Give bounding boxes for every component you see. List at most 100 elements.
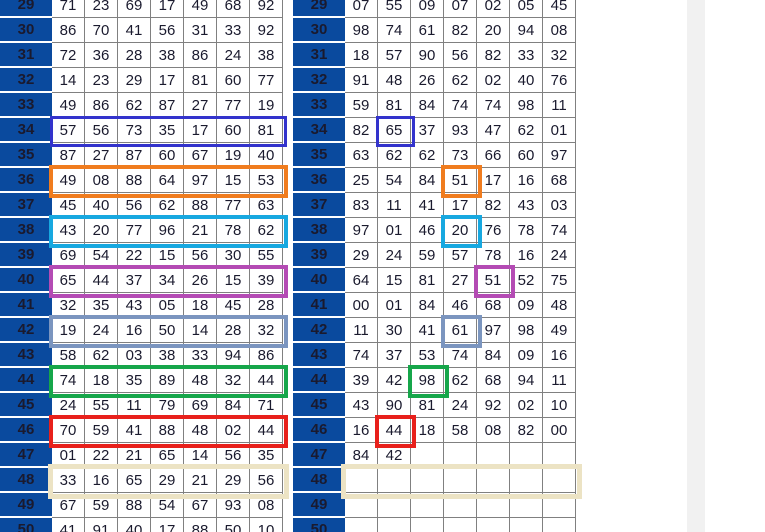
- data-cell-39-2[interactable]: 24: [378, 243, 411, 268]
- data-cell-47-3[interactable]: 21: [118, 443, 151, 468]
- table-row[interactable]: 30 86 70 41 56 31 33 92: [0, 18, 283, 43]
- table-row[interactable]: 33 59 81 84 74 74 98 11: [293, 93, 576, 118]
- data-cell-38-3[interactable]: 46: [411, 218, 444, 243]
- data-cell-46-4[interactable]: 58: [444, 418, 477, 443]
- sum-cell-47-7[interactable]: 35: [250, 443, 283, 468]
- data-cell-40-6[interactable]: 15: [217, 268, 250, 293]
- data-cell-41-1[interactable]: 00: [345, 293, 378, 318]
- sum-cell-39-7[interactable]: 24: [543, 243, 576, 268]
- row-header-44[interactable]: 44: [0, 368, 52, 393]
- data-cell-32-2[interactable]: 23: [85, 68, 118, 93]
- table-row[interactable]: 37 83 11 41 17 82 43 03: [293, 193, 576, 218]
- row-header-41[interactable]: 41: [0, 293, 52, 318]
- data-cell-42-1[interactable]: 19: [52, 318, 85, 343]
- data-cell-47-2[interactable]: 22: [85, 443, 118, 468]
- data-cell-43-6[interactable]: 09: [510, 343, 543, 368]
- data-cell-39-5[interactable]: 56: [184, 243, 217, 268]
- data-cell-43-5[interactable]: 33: [184, 343, 217, 368]
- data-cell-50-1[interactable]: 41: [52, 518, 85, 532]
- table-row[interactable]: 46 16 44 18 58 08 82 00: [293, 418, 576, 443]
- sum-cell-36-7[interactable]: 68: [543, 168, 576, 193]
- data-cell-37-6[interactable]: 43: [510, 193, 543, 218]
- data-cell-46-5[interactable]: 08: [477, 418, 510, 443]
- table-row[interactable]: 37 45 40 56 62 88 77 63: [0, 193, 283, 218]
- data-cell-36-4[interactable]: 51: [444, 168, 477, 193]
- data-cell-50-2[interactable]: 91: [85, 518, 118, 532]
- data-cell-29-6[interactable]: 05: [510, 0, 543, 18]
- data-cell-36-2[interactable]: 54: [378, 168, 411, 193]
- data-cell-32-5[interactable]: 02: [477, 68, 510, 93]
- data-cell-42-4[interactable]: 50: [151, 318, 184, 343]
- data-cell-32-1[interactable]: 91: [345, 68, 378, 93]
- data-cell-49-4[interactable]: 54: [151, 493, 184, 518]
- data-cell-45-5[interactable]: 69: [184, 393, 217, 418]
- data-cell-33-5[interactable]: 27: [184, 93, 217, 118]
- data-cell-44-4[interactable]: 89: [151, 368, 184, 393]
- data-cell-39-3[interactable]: 59: [411, 243, 444, 268]
- data-cell-38-2[interactable]: 01: [378, 218, 411, 243]
- data-cell-40-6[interactable]: 52: [510, 268, 543, 293]
- row-header-47[interactable]: 47: [293, 443, 345, 468]
- data-cell-49-6[interactable]: [510, 493, 543, 518]
- data-cell-41-6[interactable]: 45: [217, 293, 250, 318]
- data-cell-45-5[interactable]: 92: [477, 393, 510, 418]
- sum-cell-29-7[interactable]: 45: [543, 0, 576, 18]
- table-row[interactable]: 45 43 90 81 24 92 02 10: [293, 393, 576, 418]
- table-row[interactable]: 42 11 30 41 61 97 98 49: [293, 318, 576, 343]
- table-row[interactable]: 38 43 20 77 96 21 78 62: [0, 218, 283, 243]
- table-row[interactable]: 33 49 86 62 87 27 77 19: [0, 93, 283, 118]
- table-row[interactable]: 35 87 27 87 60 67 19 40: [0, 143, 283, 168]
- row-header-29[interactable]: 29: [293, 0, 345, 18]
- data-cell-29-5[interactable]: 49: [184, 0, 217, 18]
- data-cell-45-6[interactable]: 02: [510, 393, 543, 418]
- sum-cell-43-7[interactable]: 16: [543, 343, 576, 368]
- data-cell-45-2[interactable]: 55: [85, 393, 118, 418]
- row-header-44[interactable]: 44: [293, 368, 345, 393]
- data-cell-39-1[interactable]: 69: [52, 243, 85, 268]
- data-cell-41-4[interactable]: 46: [444, 293, 477, 318]
- data-cell-40-1[interactable]: 64: [345, 268, 378, 293]
- table-row[interactable]: 45 24 55 11 79 69 84 71: [0, 393, 283, 418]
- data-cell-31-1[interactable]: 18: [345, 43, 378, 68]
- data-cell-36-2[interactable]: 08: [85, 168, 118, 193]
- data-cell-49-5[interactable]: [477, 493, 510, 518]
- table-row[interactable]: 31 72 36 28 38 86 24 38: [0, 43, 283, 68]
- data-cell-29-4[interactable]: 07: [444, 0, 477, 18]
- data-cell-38-3[interactable]: 77: [118, 218, 151, 243]
- sum-cell-49-7[interactable]: 08: [250, 493, 283, 518]
- data-cell-32-6[interactable]: 40: [510, 68, 543, 93]
- data-cell-29-3[interactable]: 09: [411, 0, 444, 18]
- data-cell-42-6[interactable]: 98: [510, 318, 543, 343]
- data-cell-41-2[interactable]: 01: [378, 293, 411, 318]
- sum-cell-42-7[interactable]: 32: [250, 318, 283, 343]
- data-cell-34-6[interactable]: 60: [217, 118, 250, 143]
- data-cell-47-6[interactable]: 56: [217, 443, 250, 468]
- data-cell-30-5[interactable]: 31: [184, 18, 217, 43]
- data-cell-43-3[interactable]: 53: [411, 343, 444, 368]
- sum-cell-40-7[interactable]: 75: [543, 268, 576, 293]
- sum-cell-30-7[interactable]: 92: [250, 18, 283, 43]
- data-cell-31-2[interactable]: 36: [85, 43, 118, 68]
- data-cell-47-3[interactable]: [411, 443, 444, 468]
- data-cell-32-3[interactable]: 29: [118, 68, 151, 93]
- data-cell-48-5[interactable]: [477, 468, 510, 493]
- row-header-40[interactable]: 40: [0, 268, 52, 293]
- data-cell-44-3[interactable]: 98: [411, 368, 444, 393]
- data-cell-45-1[interactable]: 43: [345, 393, 378, 418]
- row-header-40[interactable]: 40: [293, 268, 345, 293]
- data-cell-37-2[interactable]: 40: [85, 193, 118, 218]
- data-cell-30-2[interactable]: 70: [85, 18, 118, 43]
- data-cell-41-1[interactable]: 32: [52, 293, 85, 318]
- data-cell-49-4[interactable]: [444, 493, 477, 518]
- data-cell-34-3[interactable]: 37: [411, 118, 444, 143]
- data-cell-47-2[interactable]: 42: [378, 443, 411, 468]
- data-cell-38-4[interactable]: 20: [444, 218, 477, 243]
- data-cell-37-4[interactable]: 62: [151, 193, 184, 218]
- data-cell-31-6[interactable]: 33: [510, 43, 543, 68]
- data-cell-50-6[interactable]: 50: [217, 518, 250, 532]
- data-cell-31-4[interactable]: 56: [444, 43, 477, 68]
- table-row[interactable]: 44 39 42 98 62 68 94 11: [293, 368, 576, 393]
- data-cell-37-3[interactable]: 56: [118, 193, 151, 218]
- data-cell-36-3[interactable]: 84: [411, 168, 444, 193]
- data-cell-42-3[interactable]: 41: [411, 318, 444, 343]
